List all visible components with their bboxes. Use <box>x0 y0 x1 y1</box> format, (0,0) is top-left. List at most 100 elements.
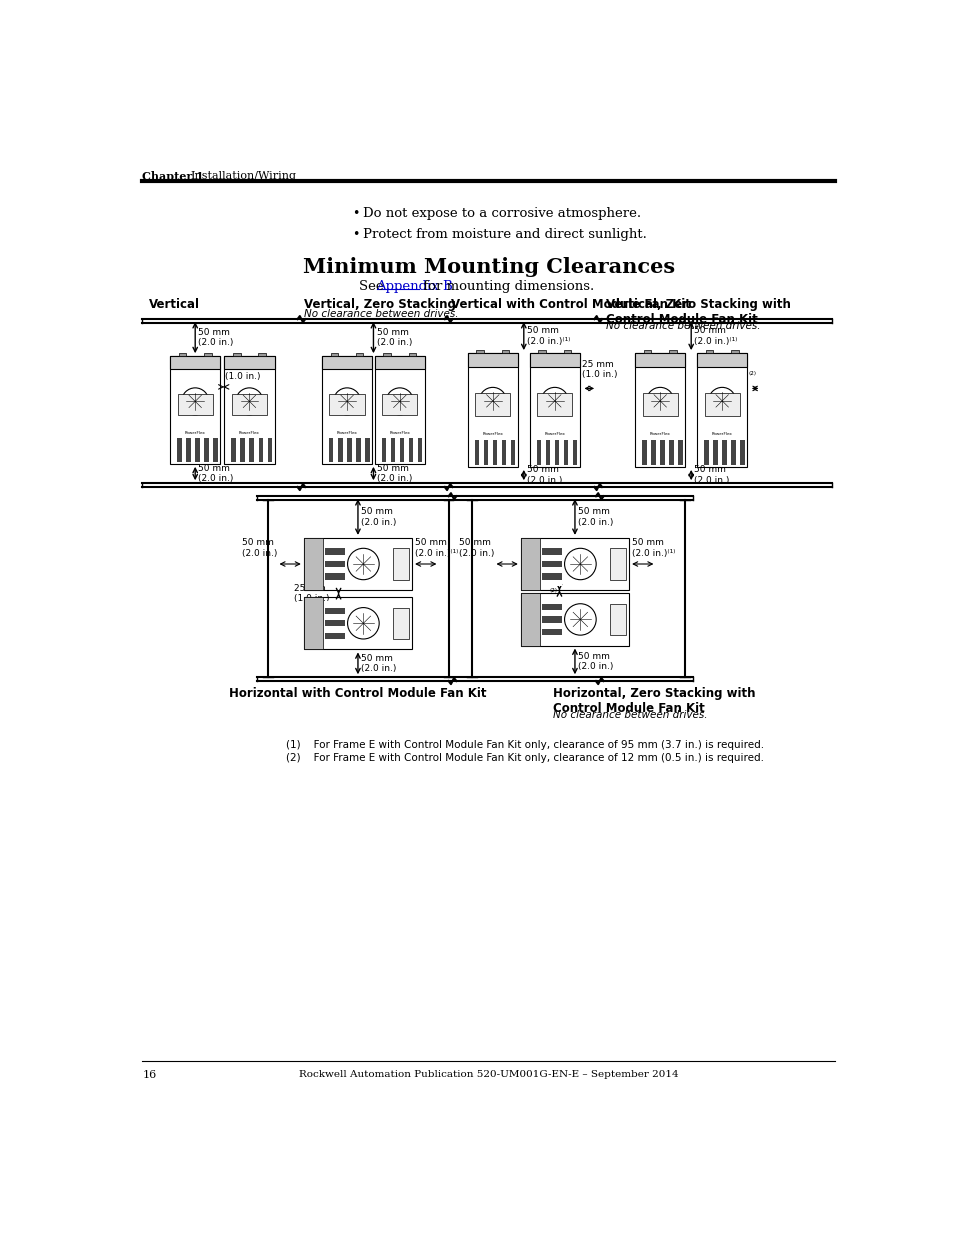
Bar <box>506 440 511 464</box>
Bar <box>325 601 345 645</box>
Bar <box>178 353 186 356</box>
Bar <box>542 622 561 629</box>
Text: PowerFlex: PowerFlex <box>389 431 410 435</box>
Bar <box>224 356 274 464</box>
Circle shape <box>181 388 209 415</box>
Bar <box>224 356 274 369</box>
Text: PowerFlex: PowerFlex <box>336 431 357 435</box>
Bar <box>204 353 212 356</box>
Bar <box>637 440 682 464</box>
Text: Rockwell Automation Publication 520-UM001G-EN-E – September 2014: Rockwell Automation Publication 520-UM00… <box>299 1070 678 1079</box>
Text: for mounting dimensions.: for mounting dimensions. <box>418 280 594 293</box>
Bar <box>642 393 678 416</box>
Bar <box>520 537 539 590</box>
Bar <box>637 440 641 464</box>
Bar <box>235 438 240 462</box>
Bar <box>705 350 713 353</box>
Circle shape <box>386 388 413 415</box>
Bar <box>563 350 571 353</box>
Bar <box>475 393 510 416</box>
Bar <box>227 438 231 462</box>
Text: Minimum Mounting Clearances: Minimum Mounting Clearances <box>302 257 675 277</box>
Bar <box>532 440 577 464</box>
Text: Protect from moisture and direct sunlight.: Protect from moisture and direct sunligh… <box>362 227 646 241</box>
Bar <box>382 394 417 415</box>
Bar <box>537 393 572 416</box>
Bar <box>170 356 220 369</box>
Text: 16: 16 <box>142 1070 156 1079</box>
Bar <box>697 353 746 367</box>
Bar <box>172 438 177 462</box>
Bar <box>303 597 323 650</box>
Text: 25 mm
(1.0 in.): 25 mm (1.0 in.) <box>581 359 617 379</box>
Bar <box>664 440 669 464</box>
Bar <box>355 353 363 356</box>
Bar <box>413 438 417 462</box>
Text: PowerFlex: PowerFlex <box>482 432 503 436</box>
Bar <box>325 567 345 573</box>
Bar <box>227 438 272 462</box>
Bar <box>542 610 561 616</box>
Bar <box>542 635 561 641</box>
Bar <box>655 440 659 464</box>
Bar <box>342 438 347 462</box>
Bar <box>375 356 424 464</box>
Text: 25 mm
(1.0 in.): 25 mm (1.0 in.) <box>225 362 261 380</box>
Bar <box>199 438 204 462</box>
Bar <box>172 438 217 462</box>
Bar <box>325 626 345 632</box>
Circle shape <box>564 548 596 579</box>
Bar <box>181 438 186 462</box>
Bar <box>532 440 537 464</box>
Bar <box>321 356 372 369</box>
Circle shape <box>540 388 568 415</box>
Text: 50 mm
(2.0 in.): 50 mm (2.0 in.) <box>198 464 233 483</box>
Text: No clearance between drives.: No clearance between drives. <box>303 309 457 319</box>
Bar <box>635 353 684 367</box>
Bar <box>635 353 684 467</box>
Text: PowerFlex: PowerFlex <box>544 432 564 436</box>
Bar <box>697 353 746 467</box>
Text: 50 mm
(2.0 in.): 50 mm (2.0 in.) <box>694 466 729 485</box>
Text: Appendix B: Appendix B <box>376 280 453 293</box>
Bar <box>191 438 195 462</box>
Circle shape <box>347 608 378 638</box>
Text: Vertical, Zero Stacking with
Control Module Fan Kit: Vertical, Zero Stacking with Control Mod… <box>605 299 790 326</box>
Bar <box>321 356 372 464</box>
Circle shape <box>235 388 263 415</box>
Bar <box>542 579 561 585</box>
Bar <box>717 440 721 464</box>
Bar <box>646 440 651 464</box>
Text: ⁽²⁾: ⁽²⁾ <box>748 370 756 379</box>
Text: 50 mm
(2.0 in.): 50 mm (2.0 in.) <box>578 652 613 671</box>
Bar <box>542 567 561 573</box>
Bar <box>609 548 625 579</box>
Bar <box>331 353 338 356</box>
Text: PowerFlex: PowerFlex <box>711 432 732 436</box>
Bar <box>325 601 345 608</box>
Text: (1)    For Frame E with Control Module Fan Kit only, clearance of 95 mm (3.7 in.: (1) For Frame E with Control Module Fan … <box>286 740 763 751</box>
Text: 50 mm
(2.0 in.): 50 mm (2.0 in.) <box>376 464 412 483</box>
Bar <box>529 353 579 367</box>
Bar <box>324 438 329 462</box>
Circle shape <box>646 388 673 415</box>
Text: 50 mm
(2.0 in.): 50 mm (2.0 in.) <box>360 653 396 673</box>
Bar <box>735 440 740 464</box>
Bar <box>360 438 365 462</box>
Bar <box>540 440 545 464</box>
Bar <box>643 350 651 353</box>
Bar <box>245 438 249 462</box>
Bar <box>324 438 370 462</box>
Bar <box>673 440 678 464</box>
Bar <box>325 638 345 645</box>
Circle shape <box>708 388 735 415</box>
Bar <box>497 440 501 464</box>
Text: •: • <box>352 227 358 241</box>
Bar <box>253 438 258 462</box>
Circle shape <box>334 388 360 415</box>
Text: 50 mm
(2.0 in.): 50 mm (2.0 in.) <box>376 329 412 347</box>
Text: See: See <box>359 280 388 293</box>
Bar <box>325 542 345 585</box>
Text: Vertical, Zero Stacking: Vertical, Zero Stacking <box>303 299 456 311</box>
Bar <box>558 440 563 464</box>
